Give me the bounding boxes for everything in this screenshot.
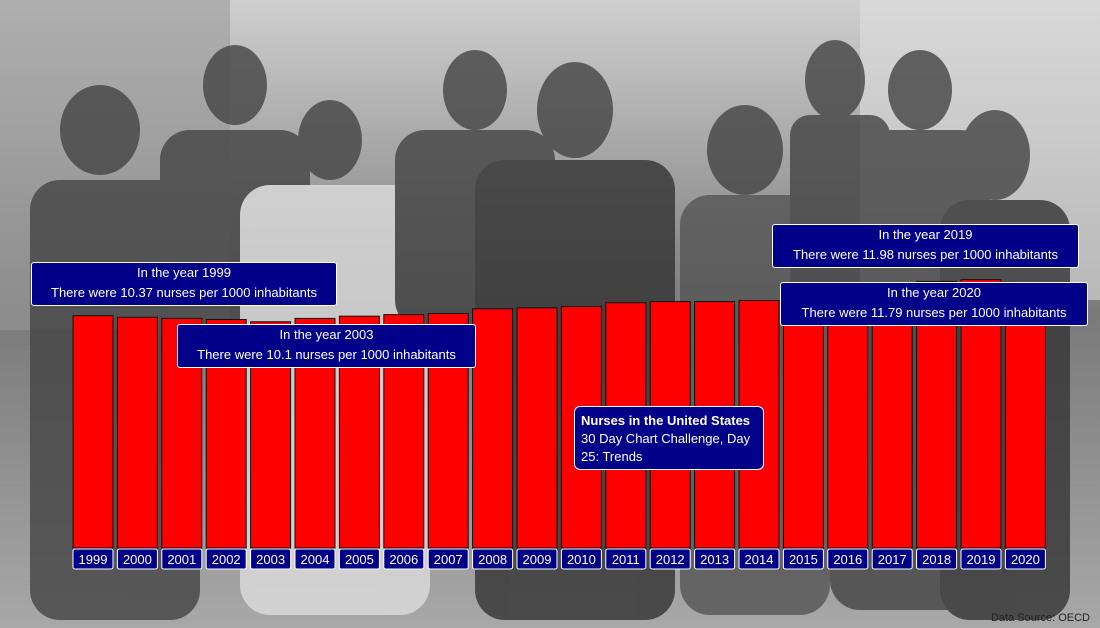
tick-label-2002: 2002 — [212, 552, 241, 567]
tick-label-2008: 2008 — [478, 552, 507, 567]
tick-label-2011: 2011 — [612, 552, 640, 567]
year-label-box-2004 — [294, 548, 336, 570]
tick-label-2013: 2013 — [700, 552, 729, 567]
year-label-box-2015 — [782, 548, 824, 570]
year-label-box-2012 — [649, 548, 691, 570]
year-label-box-2017 — [871, 548, 913, 570]
tick-label-2018: 2018 — [922, 552, 951, 567]
data-source-note: Data Source: OECD — [990, 612, 1090, 624]
tick-label-2014: 2014 — [745, 552, 774, 567]
year-label-box-2007 — [427, 548, 469, 570]
year-label-box-2010 — [560, 548, 602, 570]
tick-label-2006: 2006 — [389, 552, 418, 567]
callout-1999-line2: There were 10.37 nurses per 1000 inhabit… — [51, 285, 317, 300]
callout-2003-line2: There were 10.1 nurses per 1000 inhabita… — [197, 347, 456, 362]
tick-label-2005: 2005 — [345, 552, 374, 567]
callout-2003: In the year 2003 There were 10.1 nurses … — [177, 324, 476, 368]
callout-2019: In the year 2019 There were 11.98 nurses… — [772, 224, 1079, 268]
tick-label-1999: 1999 — [79, 552, 108, 567]
bar-2017 — [871, 289, 913, 549]
callout-2003-line1: In the year 2003 — [279, 327, 374, 342]
callout-2019-line1: In the year 2019 — [878, 227, 973, 242]
tick-label-2004: 2004 — [301, 552, 330, 567]
bar-2009 — [516, 307, 558, 549]
year-label-box-2011 — [605, 548, 647, 570]
callout-2019-line2: There were 11.98 nurses per 1000 inhabit… — [793, 247, 1058, 262]
tick-label-2009: 2009 — [523, 552, 552, 567]
tick-label-2017: 2017 — [878, 552, 907, 567]
callout-2020-line1: In the year 2020 — [887, 285, 981, 300]
callout-2020: In the year 2020 There were 11.79 nurses… — [780, 282, 1088, 326]
tick-label-2000: 2000 — [123, 552, 152, 567]
tick-label-2015: 2015 — [789, 552, 818, 567]
tick-label-2010: 2010 — [567, 552, 596, 567]
chart-title: Nurses in the United States 30 Day Chart… — [574, 406, 764, 470]
bar-2000 — [116, 316, 158, 549]
year-label-box-2003 — [250, 548, 292, 570]
chart-title-bold: Nurses in the United States — [581, 413, 751, 428]
callout-1999: In the year 1999 There were 10.37 nurses… — [31, 262, 337, 306]
year-label-box-2016 — [827, 548, 869, 570]
tick-label-2003: 2003 — [256, 552, 285, 567]
tick-label-2012: 2012 — [656, 552, 685, 567]
tick-label-2016: 2016 — [833, 552, 862, 567]
bar-2016 — [827, 292, 869, 549]
year-label-box-2000 — [116, 548, 158, 570]
tick-label-2020: 2020 — [1011, 552, 1040, 567]
bar-2015 — [782, 296, 824, 549]
tick-label-2001: 2001 — [167, 552, 196, 567]
callout-1999-line1: In the year 1999 — [137, 265, 231, 280]
year-label-box-1999 — [72, 548, 114, 570]
year-label-box-2002 — [205, 548, 247, 570]
year-label-box-2009 — [516, 548, 558, 570]
year-label-box-2001 — [161, 548, 203, 570]
year-label-box-2018 — [916, 548, 958, 570]
year-label-box-2013 — [694, 548, 736, 570]
year-label-box-2019 — [960, 548, 1002, 570]
year-label-box-2014 — [738, 548, 780, 570]
bar-2008 — [472, 308, 514, 549]
year-label-box-2005 — [338, 548, 380, 570]
chart-title-rest: 30 Day Chart Challenge, Day 25: Trends — [581, 431, 751, 464]
year-label-box-2020 — [1004, 548, 1046, 570]
tick-label-2007: 2007 — [434, 552, 463, 567]
bar-1999 — [72, 315, 114, 549]
bar-2020 — [1004, 283, 1046, 549]
year-label-box-2008 — [472, 548, 514, 570]
year-label-box-2006 — [383, 548, 425, 570]
callout-2020-line2: There were 11.79 nurses per 1000 inhabit… — [801, 305, 1067, 320]
tick-label-2019: 2019 — [967, 552, 996, 567]
